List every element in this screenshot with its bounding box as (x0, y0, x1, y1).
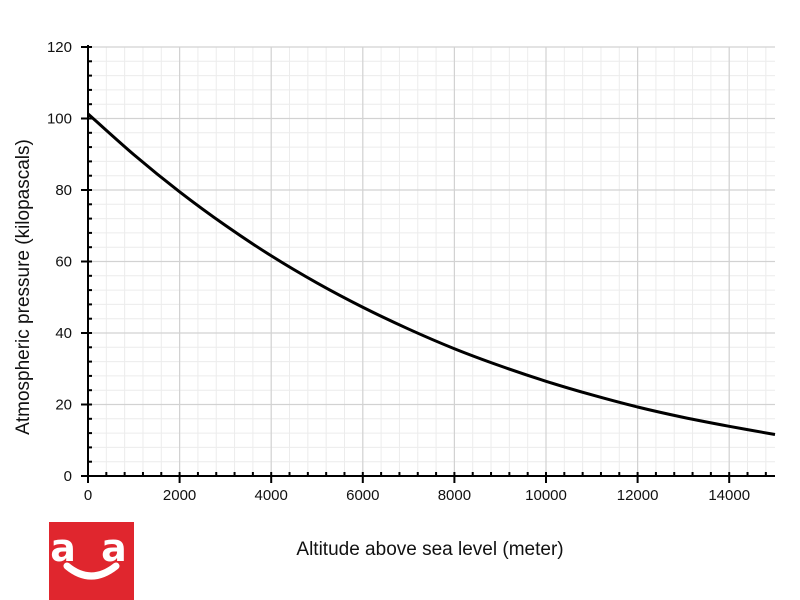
y-tick-label: 0 (64, 468, 72, 485)
brand-logo: a a (49, 522, 134, 600)
x-tick-label: 6000 (346, 487, 379, 504)
series-layer (87, 112, 776, 437)
smile-icon (63, 562, 120, 580)
x-tick-label: 4000 (255, 487, 288, 504)
y-tick-label: 100 (47, 111, 72, 128)
x-tick-label: 8000 (438, 487, 471, 504)
ticks (81, 46, 767, 483)
y-tick-label: 80 (55, 182, 72, 199)
y-tick-label: 60 (55, 254, 72, 271)
y-tick-label: 120 (47, 39, 72, 56)
y-axis-title: Atmospheric pressure (kilopascals) (13, 139, 34, 435)
y-tick-label: 40 (55, 325, 72, 342)
major-grid (87, 46, 775, 477)
series-line (87, 112, 776, 437)
tick-labels: 0 2000 4000 6000 8000 10000 12000 14000 0 20 40 60 8… (47, 39, 750, 504)
x-tick-label: 0 (84, 487, 92, 504)
x-tick-label: 12000 (617, 487, 659, 504)
axes (87, 45, 775, 477)
x-tick-label: 2000 (163, 487, 196, 504)
x-axis-title: Altitude above sea level (meter) (296, 539, 563, 560)
x-tick-label: 10000 (525, 487, 567, 504)
x-tick-label: 14000 (708, 487, 750, 504)
y-tick-label: 20 (55, 397, 72, 414)
logo-text: a a (50, 526, 133, 570)
